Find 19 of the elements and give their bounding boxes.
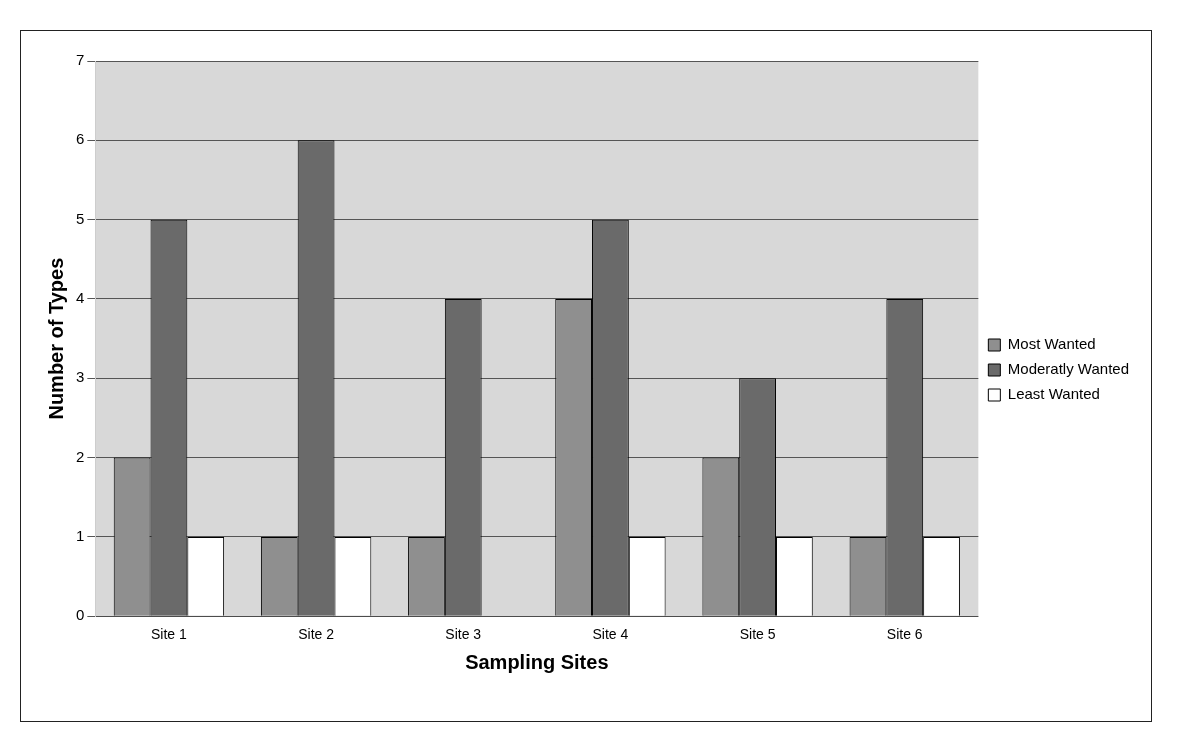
y-tick-label: 1 [76, 527, 85, 545]
y-tick-label: 6 [76, 130, 85, 148]
y-tick-label: 4 [76, 289, 85, 307]
y-axis-title: Number of Types [44, 257, 67, 420]
x-tick-label: Site 3 [445, 626, 482, 643]
x-tick-label: Site 5 [739, 626, 776, 643]
y-tick-label: 7 [76, 51, 85, 69]
y-tick-label: 2 [76, 447, 85, 465]
x-tick-label: Site 1 [151, 626, 188, 643]
x-axis-title: Sampling Sites [465, 650, 609, 673]
legend-label: Least Wanted [1007, 385, 1100, 403]
y-tick-label: 0 [76, 606, 85, 624]
y-tick-label: 5 [76, 209, 85, 227]
x-tick-label: Site 4 [592, 626, 629, 643]
legend-label: Moderatly Wanted [1007, 360, 1130, 378]
y-tick-label: 3 [76, 368, 85, 386]
legend-label: Most Wanted [1007, 335, 1096, 353]
x-tick-label: Site 6 [886, 626, 923, 643]
x-tick-label: Site 2 [298, 626, 335, 643]
